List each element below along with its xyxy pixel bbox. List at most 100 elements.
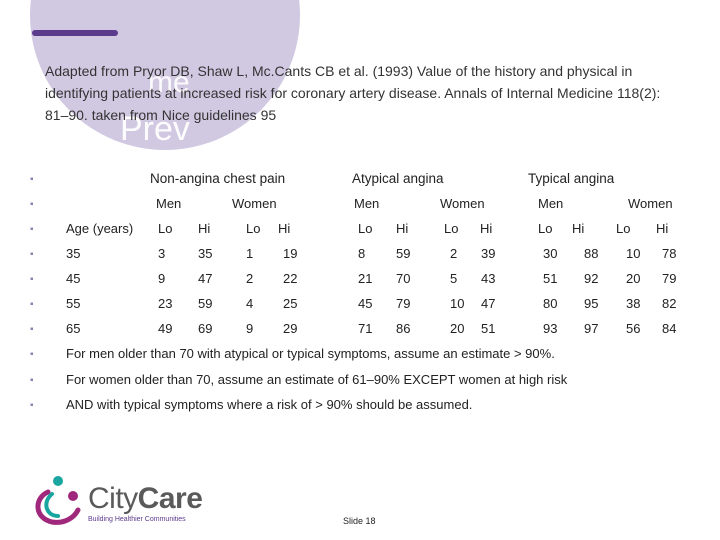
table-cell: 22	[283, 271, 298, 286]
table-cell: 92	[584, 271, 599, 286]
table-cell: 9	[246, 321, 254, 336]
table-cell: 1	[246, 246, 254, 261]
table-cell: 71	[358, 321, 373, 336]
table-cell: 88	[584, 246, 599, 261]
table-cell: 4	[246, 296, 254, 311]
sex-label: Men	[354, 196, 380, 211]
table-cell: 79	[662, 271, 677, 286]
bullet: ▪	[30, 299, 34, 310]
table-cell: 9	[158, 271, 166, 286]
lohi-label: Lo	[358, 221, 373, 236]
table-cell: 47	[481, 296, 496, 311]
lohi-label: Hi	[198, 221, 211, 236]
lohi-label: Hi	[278, 221, 291, 236]
table-cell: 51	[543, 271, 558, 286]
bullet: ▪	[30, 249, 34, 260]
note-row: ▪ AND with typical symptoms where a risk…	[0, 397, 720, 421]
row-age: 35	[66, 246, 81, 261]
table-cell: 86	[396, 321, 411, 336]
table-cell: 80	[543, 296, 558, 311]
logo-arc-magenta	[35, 489, 81, 525]
table-cell: 95	[584, 296, 599, 311]
sex-label: Women	[628, 196, 673, 211]
table-cell: 56	[626, 321, 641, 336]
table-cell: 8	[358, 246, 366, 261]
logo-dot-magenta	[68, 491, 78, 501]
table-cell: 19	[283, 246, 298, 261]
note-text: For men older than 70 with atypical or t…	[66, 346, 555, 361]
table-cell: 39	[481, 246, 496, 261]
table-cell: 84	[662, 321, 677, 336]
bullet: ▪	[30, 324, 34, 335]
table-cell: 30	[543, 246, 558, 261]
lohi-label: Lo	[158, 221, 173, 236]
lohi-label: Hi	[480, 221, 493, 236]
table-row: ▪ 35 3 35 1 19 8 59 2 39 30 88 10 78	[0, 246, 720, 270]
table-cell: 97	[584, 321, 599, 336]
table-cell: 93	[543, 321, 558, 336]
row-age: 45	[66, 271, 81, 286]
sex-label: Women	[232, 196, 277, 211]
bullet: ▪	[30, 375, 34, 386]
bullet: ▪	[30, 224, 34, 235]
bullet: ▪	[30, 349, 34, 360]
slide-number: Slide 18	[343, 516, 376, 526]
table-header-sexes: ▪ Men Women Men Women Men Women	[0, 196, 720, 220]
row-age: 65	[66, 321, 81, 336]
logo-tagline: Building Healthier Communities	[88, 516, 186, 523]
sex-label: Men	[156, 196, 182, 211]
logo-dot-teal	[53, 476, 63, 486]
lohi-label: Lo	[246, 221, 261, 236]
lohi-label: Lo	[444, 221, 459, 236]
table-cell: 79	[396, 296, 411, 311]
table-cell: 5	[450, 271, 458, 286]
note-row: ▪ For women older than 70, assume an est…	[0, 372, 720, 396]
table-cell: 59	[396, 246, 411, 261]
note-text: For women older than 70, assume an estim…	[66, 372, 568, 387]
table-row: ▪ 65 49 69 9 29 71 86 20 51 93 97 56 84	[0, 321, 720, 345]
logo-word-care: Care	[137, 482, 203, 515]
table-cell: 82	[662, 296, 677, 311]
table-cell: 20	[450, 321, 465, 336]
lohi-label: Hi	[396, 221, 409, 236]
table-row: ▪ 55 23 59 4 25 45 79 10 47 80 95 38 82	[0, 296, 720, 320]
row-label-header: Age (years)	[66, 221, 134, 236]
lohi-label: Hi	[572, 221, 585, 236]
table-cell: 38	[626, 296, 641, 311]
lohi-label: Hi	[656, 221, 669, 236]
table-cell: 69	[198, 321, 213, 336]
bullet: ▪	[30, 174, 34, 185]
table-cell: 10	[626, 246, 641, 261]
citation-text: Adapted from Pryor DB, Shaw L, Mc.Cants …	[45, 63, 661, 123]
table-cell: 43	[481, 271, 496, 286]
note-text: AND with typical symptoms where a risk o…	[66, 397, 473, 412]
lohi-label: Lo	[538, 221, 553, 236]
table-cell: 35	[198, 246, 213, 261]
table-cell: 20	[626, 271, 641, 286]
group-atypical: Atypical angina	[352, 171, 444, 186]
table-row: ▪ 45 9 47 2 22 21 70 5 43 51 92 20 79	[0, 271, 720, 295]
ghost-title-text-2: Prev	[120, 110, 190, 148]
table-cell: 29	[283, 321, 298, 336]
lohi-label: Lo	[616, 221, 631, 236]
row-age: 55	[66, 296, 81, 311]
citycare-logo-icon	[35, 476, 81, 525]
table-cell: 70	[396, 271, 411, 286]
table-cell: 47	[198, 271, 213, 286]
table-cell: 25	[283, 296, 298, 311]
table-cell: 23	[158, 296, 173, 311]
logo-arc-teal	[44, 492, 60, 518]
table-cell: 49	[158, 321, 173, 336]
table-header-lohi: ▪ Age (years) Lo Hi Lo Hi Lo Hi Lo Hi Lo Hi Lo Hi	[0, 221, 720, 245]
table-cell: 78	[662, 246, 677, 261]
logo-wordmark: CityCare	[88, 482, 203, 516]
sex-label: Women	[440, 196, 485, 211]
table-header-groups: ▪ Non-angina chest pain Atypical angina …	[0, 171, 720, 195]
table-cell: 21	[358, 271, 373, 286]
sex-label: Men	[538, 196, 564, 211]
table-cell: 10	[450, 296, 465, 311]
title-accent-bar	[32, 30, 118, 36]
table-cell: 51	[481, 321, 496, 336]
group-typical: Typical angina	[528, 171, 615, 186]
logo-word-city: City	[88, 482, 138, 515]
